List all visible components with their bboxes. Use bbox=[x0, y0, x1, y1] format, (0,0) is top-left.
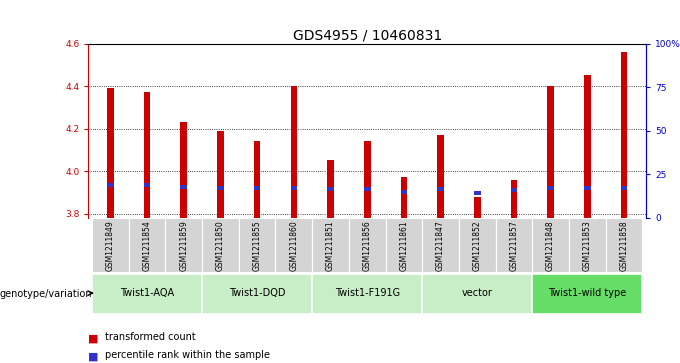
Bar bbox=[364, 141, 371, 218]
Bar bbox=[532, 274, 643, 314]
Bar bbox=[459, 218, 496, 272]
Text: GSM1211850: GSM1211850 bbox=[216, 220, 225, 271]
Bar bbox=[532, 218, 569, 272]
Text: GSM1211848: GSM1211848 bbox=[546, 220, 555, 271]
Bar bbox=[275, 218, 312, 272]
Bar bbox=[364, 187, 371, 191]
Bar bbox=[422, 274, 532, 314]
Text: Twist1-F191G: Twist1-F191G bbox=[335, 288, 400, 298]
Bar bbox=[437, 187, 444, 191]
Text: GSM1211851: GSM1211851 bbox=[326, 220, 335, 271]
Text: Twist1-DQD: Twist1-DQD bbox=[229, 288, 286, 298]
Bar bbox=[107, 183, 114, 187]
Bar bbox=[511, 180, 517, 218]
Text: GSM1211847: GSM1211847 bbox=[436, 220, 445, 271]
Bar bbox=[327, 160, 334, 218]
Bar bbox=[584, 76, 591, 218]
Bar bbox=[180, 122, 187, 218]
Bar bbox=[217, 131, 224, 218]
Text: GSM1211857: GSM1211857 bbox=[509, 220, 518, 271]
Bar bbox=[437, 135, 444, 218]
Bar bbox=[143, 183, 150, 187]
Bar bbox=[606, 218, 643, 272]
Bar bbox=[254, 186, 260, 190]
Text: GSM1211854: GSM1211854 bbox=[143, 220, 152, 271]
Text: transformed count: transformed count bbox=[105, 332, 196, 342]
Text: GSM1211853: GSM1211853 bbox=[583, 220, 592, 271]
Bar bbox=[401, 178, 407, 218]
Bar bbox=[474, 196, 481, 218]
Bar bbox=[180, 185, 187, 189]
Bar bbox=[217, 186, 224, 190]
Bar bbox=[202, 274, 312, 314]
Bar bbox=[621, 52, 627, 218]
Bar bbox=[547, 86, 554, 218]
Text: Twist1-AQA: Twist1-AQA bbox=[120, 288, 174, 298]
Text: GSM1211861: GSM1211861 bbox=[399, 220, 409, 271]
Bar bbox=[92, 274, 202, 314]
Bar bbox=[107, 88, 114, 218]
Text: GSM1211855: GSM1211855 bbox=[253, 220, 262, 271]
Bar bbox=[254, 141, 260, 218]
Text: Twist1-wild type: Twist1-wild type bbox=[548, 288, 626, 298]
Bar bbox=[422, 218, 459, 272]
Bar bbox=[386, 218, 422, 272]
Text: GSM1211859: GSM1211859 bbox=[180, 220, 188, 271]
Bar bbox=[165, 218, 202, 272]
Bar bbox=[474, 191, 481, 195]
Text: genotype/variation: genotype/variation bbox=[0, 289, 92, 299]
Text: vector: vector bbox=[462, 288, 493, 298]
Text: percentile rank within the sample: percentile rank within the sample bbox=[105, 350, 271, 360]
Bar bbox=[401, 190, 407, 194]
Text: ■: ■ bbox=[88, 352, 99, 362]
Bar bbox=[239, 218, 275, 272]
Bar bbox=[621, 186, 627, 190]
Bar bbox=[327, 187, 334, 191]
Bar bbox=[547, 186, 554, 190]
Bar bbox=[511, 188, 517, 192]
Bar bbox=[349, 218, 386, 272]
Text: ■: ■ bbox=[88, 334, 99, 344]
Text: GSM1211858: GSM1211858 bbox=[619, 220, 628, 271]
Text: GSM1211849: GSM1211849 bbox=[106, 220, 115, 271]
Bar bbox=[584, 186, 591, 190]
Bar bbox=[143, 93, 150, 218]
Title: GDS4955 / 10460831: GDS4955 / 10460831 bbox=[292, 28, 442, 42]
Bar bbox=[290, 186, 297, 190]
Bar bbox=[92, 218, 129, 272]
Text: GSM1211856: GSM1211856 bbox=[362, 220, 372, 271]
Bar bbox=[290, 86, 297, 218]
Bar bbox=[569, 218, 606, 272]
Text: GSM1211852: GSM1211852 bbox=[473, 220, 481, 271]
Bar bbox=[496, 218, 532, 272]
Text: GSM1211860: GSM1211860 bbox=[289, 220, 299, 271]
Bar bbox=[129, 218, 165, 272]
Bar bbox=[312, 218, 349, 272]
Bar bbox=[312, 274, 422, 314]
Bar bbox=[202, 218, 239, 272]
